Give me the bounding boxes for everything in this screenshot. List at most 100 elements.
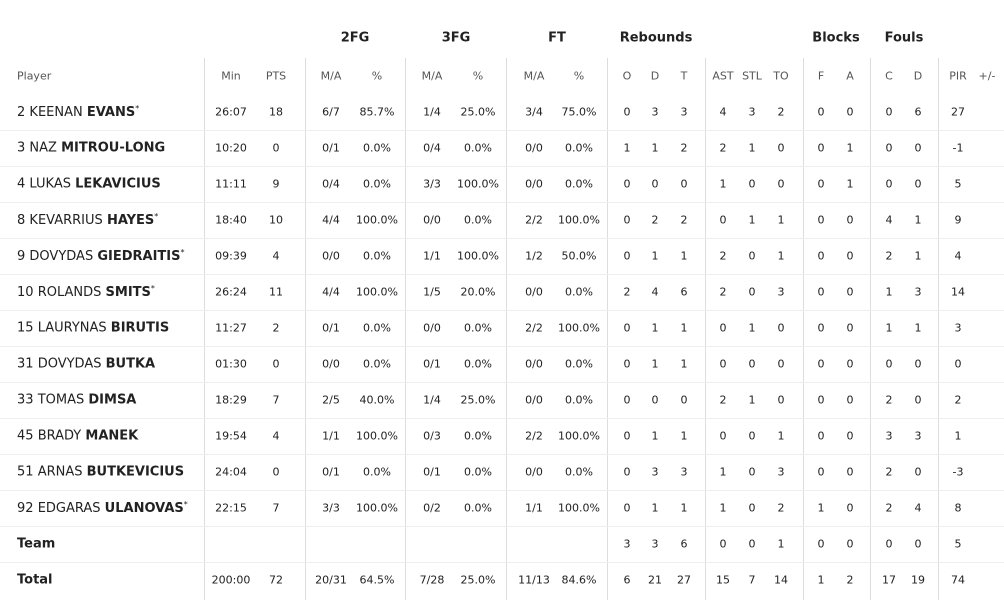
stat-cell: 0 <box>748 429 756 443</box>
stat-cell: 5 <box>954 537 962 551</box>
stat-cell: 0 <box>623 105 631 119</box>
stat-cell: 1 <box>623 141 631 155</box>
stat-cell: 0.0% <box>565 177 593 191</box>
column-header: F <box>817 69 825 83</box>
stat-cell: 1/1 <box>322 429 340 443</box>
stat-cell: 1/4 <box>423 393 441 407</box>
stat-cell: 14 <box>951 285 965 299</box>
stat-cell: 1 <box>748 141 756 155</box>
stat-cell: 7 <box>748 573 756 587</box>
row-divider <box>0 562 1004 563</box>
stat-cell: 1 <box>719 465 727 479</box>
stat-cell: 25.0% <box>460 105 496 119</box>
stat-cell: 0.0% <box>565 357 593 371</box>
last-name: SMITS <box>105 285 151 301</box>
stat-cell: -3 <box>952 465 964 479</box>
stat-cell: 40.0% <box>359 393 395 407</box>
stat-cell: 0 <box>846 465 854 479</box>
column-divider <box>305 58 306 600</box>
stat-cell: 18:40 <box>215 213 247 227</box>
stat-cell: 0 <box>748 177 756 191</box>
stat-cell: 1 <box>651 429 659 443</box>
stat-cell: 14 <box>774 573 788 587</box>
stat-cell: 0 <box>885 105 893 119</box>
stat-cell: 26:24 <box>215 285 247 299</box>
stat-cell: 0 <box>885 177 893 191</box>
stat-cell: 0 <box>748 537 756 551</box>
stat-cell: 01:30 <box>215 357 247 371</box>
column-divider <box>705 58 706 600</box>
row-divider <box>0 454 1004 455</box>
stat-cell: 3 <box>651 105 659 119</box>
stat-cell: 1 <box>748 213 756 227</box>
column-header: +/- <box>978 69 996 83</box>
stat-cell: 4 <box>885 213 893 227</box>
stat-cell: 4 <box>272 249 280 263</box>
stat-cell: 0 <box>623 321 631 335</box>
first-name: LAURYNAS <box>37 320 107 336</box>
column-header: A <box>846 69 854 83</box>
last-name: BUTKA <box>105 356 156 372</box>
stat-cell: 0 <box>846 357 854 371</box>
stat-cell: 0 <box>817 213 825 227</box>
stat-cell: 0 <box>817 465 825 479</box>
stat-cell: 0 <box>623 177 631 191</box>
group-header: FT <box>548 30 566 46</box>
player-name: 15 LAURYNAS BIRUTIS <box>17 321 169 336</box>
stat-cell: 09:39 <box>215 249 247 263</box>
stat-cell: 100.0% <box>356 429 398 443</box>
player-number: 31 <box>17 356 34 372</box>
last-name: MANEK <box>85 428 139 444</box>
stat-cell: 4/4 <box>322 213 340 227</box>
last-name: BUTKEVICIUS <box>86 464 185 480</box>
stat-cell: 4 <box>954 249 962 263</box>
stat-cell: 2 <box>719 249 727 263</box>
starter-mark: * <box>180 247 185 257</box>
stat-cell: 0.0% <box>464 213 492 227</box>
last-name: DIMSA <box>88 392 137 408</box>
stat-cell: 1 <box>719 501 727 515</box>
stat-cell: 0 <box>623 357 631 371</box>
stat-cell: 2 <box>885 501 893 515</box>
stat-cell: 11 <box>269 285 283 299</box>
player-name: 8 KEVARRIUS HAYES* <box>17 212 158 228</box>
stat-cell: 0 <box>914 465 922 479</box>
stat-cell: 3 <box>777 285 785 299</box>
stat-cell: 0 <box>680 177 688 191</box>
stat-cell: 0.0% <box>464 429 492 443</box>
stat-cell: 0/0 <box>525 393 543 407</box>
stat-cell: 85.7% <box>359 105 395 119</box>
stat-cell: 1 <box>885 321 893 335</box>
player-name: 51 ARNAS BUTKEVICIUS <box>17 465 184 480</box>
stat-cell: 2 <box>719 285 727 299</box>
stat-cell: 18:29 <box>215 393 247 407</box>
stat-cell: 2 <box>885 393 893 407</box>
row-divider <box>0 274 1004 275</box>
stat-cell: 0/0 <box>525 465 543 479</box>
stat-cell: 1 <box>777 537 785 551</box>
stat-cell: 4 <box>651 285 659 299</box>
column-header: TO <box>773 69 789 83</box>
column-header: M/A <box>320 69 342 83</box>
stat-cell: 100.0% <box>356 285 398 299</box>
row-divider <box>0 130 1004 131</box>
first-name: DOVYDAS <box>37 356 102 372</box>
last-name: MITROU-LONG <box>61 140 166 156</box>
group-header: Fouls <box>884 30 924 46</box>
stat-cell: 0 <box>680 393 688 407</box>
stat-cell: 0.0% <box>363 141 391 155</box>
stat-cell: 50.0% <box>561 249 597 263</box>
player-name: 4 LUKAS LEKAVICIUS <box>17 177 161 192</box>
stat-cell: -1 <box>952 141 964 155</box>
first-name: TOMAS <box>37 392 85 408</box>
stat-cell: 1 <box>680 501 688 515</box>
stat-cell: 0.0% <box>464 501 492 515</box>
stat-cell: 7 <box>272 501 280 515</box>
stat-cell: 0/0 <box>423 321 441 335</box>
stat-cell: 4 <box>272 429 280 443</box>
stat-cell: 0 <box>885 537 893 551</box>
stat-cell: 2 <box>777 501 785 515</box>
stat-cell: 26:07 <box>215 105 247 119</box>
stat-cell: 0 <box>846 321 854 335</box>
first-name: DOVYDAS <box>29 249 94 265</box>
